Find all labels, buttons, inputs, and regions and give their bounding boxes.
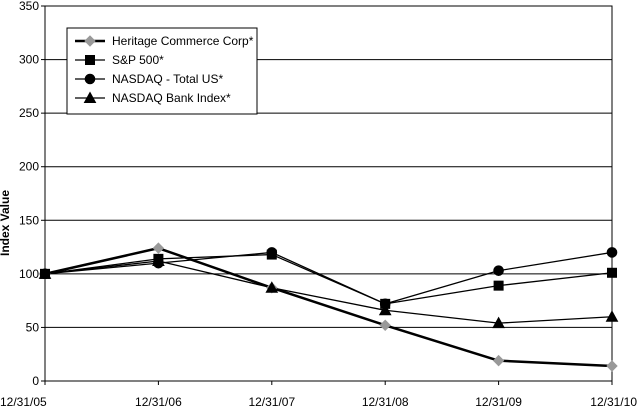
legend: Heritage Commerce Corp* S&P 500* NASDAQ - …	[66, 27, 258, 115]
legend-marker-s-p-500	[85, 55, 95, 65]
y-tick-label-350: 350	[19, 0, 39, 13]
y-tick-label-50: 50	[26, 320, 40, 334]
data-point-heritage-commerce-corp-12-31-08	[379, 319, 391, 331]
data-point-nasdaq-bank-index-12-31-08	[378, 303, 392, 316]
legend-label-nasdaq-bank-index: NASDAQ Bank Index*	[112, 91, 231, 105]
series-line-nasdaq-total-us	[44, 251, 613, 305]
x-tick-label-12-31-09: 12/31/09	[475, 395, 522, 409]
data-point-heritage-commerce-corp-12-31-09	[492, 354, 505, 367]
series-lines	[44, 246, 613, 368]
x-tick-label-12-31-06: 12/31/06	[135, 395, 182, 409]
series-line-s-p-500	[44, 253, 613, 305]
series-line-heritage-commerce-corp	[44, 246, 613, 368]
x-tick-label-12-31-07: 12/31/07	[248, 395, 295, 409]
data-point-nasdaq-total-us-12-31-09	[493, 265, 504, 276]
data-point-nasdaq-bank-index-12-31-07	[265, 281, 279, 293]
x-tick-label-12-31-10: 12/31/10	[590, 395, 637, 409]
series-line-nasdaq-bank-index	[44, 260, 613, 324]
y-tick-label-0: 0	[32, 374, 39, 388]
data-point-s-p-500-12-31-09	[493, 280, 504, 291]
data-point-s-p-500-12-31-10	[607, 267, 617, 278]
data-point-heritage-commerce-corp-12-31-06	[152, 242, 165, 254]
y-tick-label-100: 100	[19, 267, 39, 281]
plot-area-frame	[44, 5, 613, 382]
x-tick-label-12-31-08: 12/31/08	[362, 395, 409, 409]
data-point-nasdaq-bank-index-12-31-10	[605, 310, 619, 322]
legend-label-nasdaq-total-us: NASDAQ - Total US*	[112, 72, 223, 86]
data-point-nasdaq-bank-index-12-31-06	[152, 254, 165, 266]
legend-marker-nasdaq-total-us	[84, 73, 96, 85]
data-point-heritage-commerce-corp-12-31-10	[606, 360, 618, 372]
legend-label-heritage-commerce-corp: Heritage Commerce Corp*	[112, 34, 254, 48]
data-point-nasdaq-total-us-12-31-10	[606, 247, 618, 258]
y-tick-label-150: 150	[19, 213, 39, 227]
legend-box	[66, 27, 258, 115]
legend-marker-heritage-commerce-corp	[84, 35, 96, 47]
legend-marker-nasdaq-bank-index	[83, 91, 97, 103]
x-tick-label-12-31-05: 12/31/05	[0, 395, 47, 409]
series-markers	[38, 242, 619, 372]
y-tick-label-300: 300	[19, 53, 39, 67]
y-tick-label-250: 250	[19, 106, 39, 120]
data-point-nasdaq-bank-index-12-31-09	[492, 316, 505, 329]
y-axis-title: Index Value	[0, 190, 12, 256]
data-point-nasdaq-bank-index-12-31-05	[38, 267, 52, 279]
y-tick-label-200: 200	[19, 160, 39, 174]
data-point-nasdaq-total-us-12-31-07	[266, 247, 278, 258]
legend-label-s-p-500: S&P 500*	[112, 53, 164, 67]
